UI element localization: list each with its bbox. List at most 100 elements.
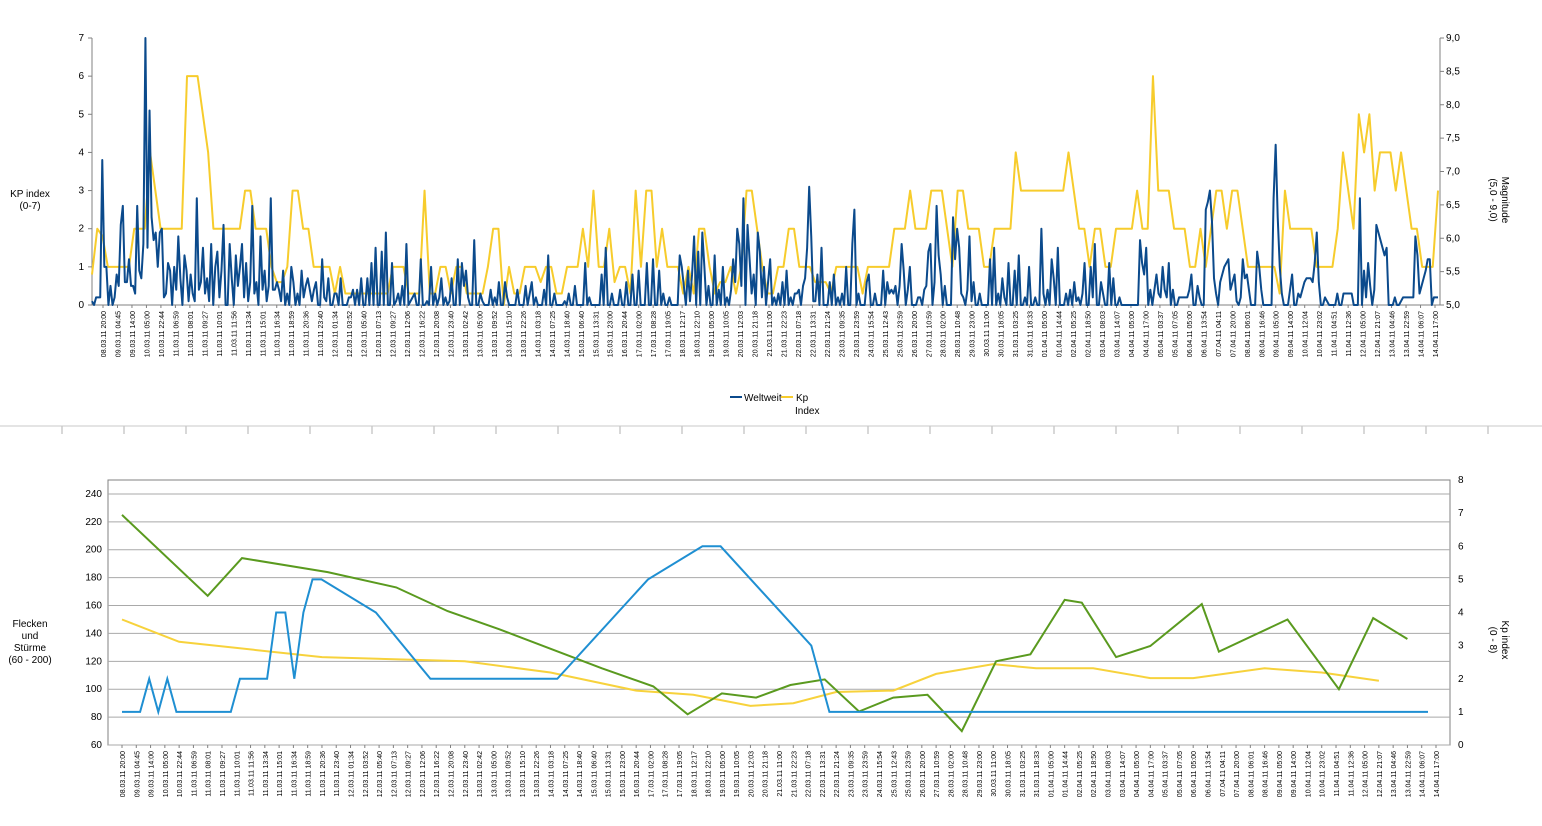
- top-x-tick-label: 17.03.11 02:00: [637, 311, 644, 357]
- bottom-chart-y-label-line-3: Stürme: [14, 643, 47, 654]
- top-y2-tick-label: 9,0: [1446, 33, 1460, 44]
- top-x-tick-label: 14.03.11 18:40: [564, 311, 571, 357]
- bottom-x-tick-label: 24.03.11 15:54: [877, 751, 884, 797]
- bottom-x-tick-label: 09.03.11 14:00: [149, 751, 156, 797]
- bottom-x-tick-label: 03.04.11 14:07: [1120, 751, 1127, 797]
- top-y-tick-label: 1: [78, 262, 84, 273]
- bottom-x-tick-label: 22.03.11 21:24: [834, 751, 841, 797]
- bottom-x-tick-label: 10.03.11 05:00: [163, 751, 170, 797]
- top-y-tick-label: 3: [78, 186, 84, 197]
- top-x-tick-label: 10.04.11 23:02: [1317, 311, 1324, 357]
- bottom-chart-y2-label-sub: (0 - 8): [1487, 627, 1498, 654]
- bottom-x-tick-label: 23.03.11 09:35: [848, 751, 855, 797]
- bottom-y2-tick-label: 5: [1458, 574, 1464, 585]
- bottom-x-tick-label: 27.03.11 10:59: [934, 751, 941, 797]
- chart-separator: [0, 425, 1542, 434]
- bottom-y2-tick-label: 4: [1458, 608, 1464, 619]
- bottom-x-tick-label: 08.03.11 20:00: [120, 751, 127, 797]
- bottom-x-tick-label: 12.03.11 03:52: [363, 751, 370, 797]
- top-x-tick-label: 11.03.11 10:01: [217, 311, 224, 357]
- bottom-y-tick-label: 200: [85, 545, 102, 556]
- bottom-x-tick-label: 28.03.11 10:48: [963, 751, 970, 797]
- top-x-tick-label: 18.03.11 22:10: [695, 311, 702, 357]
- bottom-x-tick-label: 09.04.11 14:00: [1291, 751, 1298, 797]
- bottom-x-tick-label: 08.04.11 06:01: [1248, 751, 1255, 797]
- top-chart-y-label-sub: (0-7): [19, 201, 40, 212]
- bottom-y2-tick-label: 2: [1458, 674, 1464, 685]
- top-x-tick-label: 25.03.11 23:59: [897, 311, 904, 357]
- top-x-tick-label: 23.03.11 09:35: [839, 311, 846, 357]
- bottom-x-tick-label: 11.03.11 09:27: [220, 751, 227, 797]
- top-x-tick-label: 19.03.11 10:05: [724, 311, 731, 357]
- bottom-x-tick-label: 21.03.11 22:23: [791, 751, 798, 797]
- top-x-tick-label: 24.03.11 15:54: [868, 311, 875, 357]
- bottom-x-tick-label: 06.04.11 05:00: [1191, 751, 1198, 797]
- bottom-x-tick-label: 11.03.11 18:59: [306, 751, 313, 797]
- top-x-tick-label: 20.03.11 21:18: [753, 311, 760, 357]
- top-x-tick-label: 29.03.11 23:00: [970, 311, 977, 357]
- top-x-tick-label: 17.03.11 08:28: [651, 311, 658, 357]
- top-y-tick-label: 4: [78, 147, 84, 158]
- top-x-tick-label: 11.03.11 09:27: [202, 311, 209, 357]
- top-x-tick-label: 11.04.11 04:51: [1332, 311, 1339, 357]
- bottom-x-tick-label: 18.03.11 22:10: [706, 751, 713, 797]
- top-x-tick-label: 25.03.11 12:43: [883, 311, 890, 357]
- bottom-x-tick-label: 26.03.11 20:00: [920, 751, 927, 797]
- bottom-x-tick-label: 12.03.11 23:40: [463, 751, 470, 797]
- top-x-tick-label: 17.03.11 19:05: [666, 311, 673, 357]
- bottom-x-tick-label: 22.03.11 07:18: [806, 751, 813, 797]
- top-x-tick-label: 12.03.11 03:52: [347, 311, 354, 357]
- top-x-tick-label: 05.04.11 03:37: [1158, 311, 1165, 357]
- top-x-tick-label: 23.03.11 23:59: [854, 311, 861, 357]
- top-x-tick-label: 13.03.11 05:00: [477, 311, 484, 357]
- bottom-series-line-flecken: [121, 514, 1408, 733]
- bottom-x-tick-label: 08.04.11 16:46: [1263, 751, 1270, 797]
- bottom-y-tick-label: 80: [91, 712, 103, 723]
- bottom-x-tick-label: 10.04.11 12:04: [1305, 751, 1312, 797]
- top-x-tick-label: 13.04.11 22:59: [1404, 311, 1411, 357]
- bottom-x-tick-label: 06.04.11 13:54: [1205, 751, 1212, 797]
- top-x-tick-label: 05.04.11 07:05: [1172, 311, 1179, 357]
- top-x-tick-label: 22.03.11 21:24: [825, 311, 832, 357]
- bottom-chart-y-label-line-1: Flecken: [12, 619, 47, 630]
- top-x-tick-label: 31.03.11 18:33: [1028, 311, 1035, 357]
- bottom-x-tick-label: 14.03.11 03:18: [548, 751, 555, 797]
- bottom-x-tick-label: 02.04.11 18:50: [1091, 751, 1098, 797]
- bottom-x-tick-label: 17.03.11 02:00: [648, 751, 655, 797]
- top-x-tick-label: 31.03.11 03:25: [1013, 311, 1020, 357]
- top-x-tick-label: 12.04.11 05:00: [1361, 311, 1368, 357]
- top-chart-y-ticks: 0 1 2 3 4 5 6 7: [78, 33, 92, 311]
- top-x-tick-label: 12.03.11 01:34: [333, 311, 340, 357]
- top-chart-series: [91, 37, 1439, 306]
- bottom-x-tick-label: 12.03.11 20:08: [449, 751, 456, 797]
- bottom-x-tick-label: 10.04.11 23:02: [1320, 751, 1327, 797]
- top-x-tick-label: 13.04.11 04:46: [1390, 311, 1397, 357]
- bottom-x-tick-label: 25.03.11 23:59: [906, 751, 913, 797]
- bottom-y-tick-label: 60: [91, 740, 103, 751]
- top-x-tick-label: 02.04.11 18:50: [1086, 311, 1093, 357]
- bottom-x-tick-label: 21.03.11 11:00: [777, 751, 784, 797]
- bottom-series-line-kp: [122, 545, 1428, 716]
- top-x-tick-label: 12.03.11 09:27: [391, 311, 398, 357]
- bottom-x-tick-label: 19.03.11 10:05: [734, 751, 741, 797]
- bottom-chart-y-label-line-2: und: [22, 631, 39, 642]
- bottom-x-tick-label: 11.03.11 08:01: [206, 751, 213, 797]
- bottom-x-tick-label: 15.03.11 13:31: [606, 751, 613, 797]
- top-y2-tick-label: 5,5: [1446, 267, 1460, 278]
- top-y-tick-label: 0: [78, 300, 84, 311]
- top-x-tick-label: 04.04.11 17:00: [1143, 311, 1150, 357]
- top-chart-y-label: KP index: [10, 189, 50, 200]
- bottom-series-line-stuerme: [121, 618, 1380, 707]
- top-x-tick-label: 15.03.11 23:00: [608, 311, 615, 357]
- top-x-tick-label: 20.03.11 12:03: [738, 311, 745, 357]
- top-y2-tick-label: 6,0: [1446, 233, 1460, 244]
- top-y2-tick-label: 7,5: [1446, 133, 1460, 144]
- bottom-x-tick-label: 11.03.11 13:34: [263, 751, 270, 797]
- bottom-x-tick-label: 12.04.11 05:00: [1363, 751, 1370, 797]
- top-chart-legend: Weltweit Kp Index: [730, 393, 819, 417]
- top-chart: 0 1 2 3 4 5 6 7 5,0 5,5 6,0 6,5 7,0 7,5 8,0 8,5 9,0 08.…: [10, 33, 1510, 417]
- bottom-x-tick-label: 09.03.11 04:45: [134, 751, 141, 797]
- top-x-tick-label: 15.03.11 13:31: [593, 311, 600, 357]
- top-x-tick-label: 11.03.11 16:34: [275, 311, 282, 357]
- top-chart-y2-ticks: 5,0 5,5 6,0 6,5 7,0 7,5 8,0 8,5 9,0: [1440, 33, 1460, 311]
